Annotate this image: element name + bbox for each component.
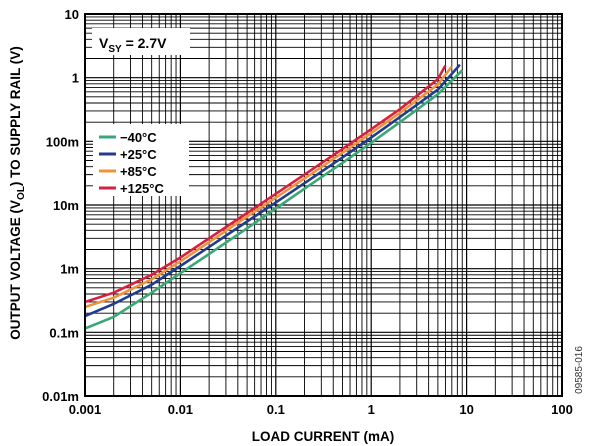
y-axis-label-rest: ) TO SUPPLY RAIL (V) — [8, 46, 23, 186]
annotation-main: V — [99, 35, 109, 51]
y-tick-label: 10 — [65, 7, 79, 22]
y-tick-label: 1 — [72, 71, 79, 86]
figure-id: 09585-016 — [574, 346, 585, 394]
annotation-box — [92, 28, 190, 55]
x-tick-label: 0.1 — [267, 402, 285, 417]
series-line — [84, 64, 447, 304]
legend-label: +85°C — [120, 164, 157, 179]
y-axis-label: OUTPUT VOLTAGE (VOL) TO SUPPLY RAIL (V) — [8, 46, 27, 339]
plot-frame — [84, 13, 563, 397]
series-layer — [84, 63, 464, 330]
y-tick-label: 0.1m — [49, 325, 79, 340]
x-tick-label: 100 — [551, 402, 573, 417]
tick-labels: 0.001 0.01 0.1 1 10 100 0.01m 0.1m 1m 10m 100m 1 10 — [42, 7, 573, 417]
x-tick-label: 1 — [368, 402, 375, 417]
legend-label: +125°C — [120, 181, 164, 196]
x-tick-label: 10 — [459, 402, 473, 417]
y-tick-label: 100m — [46, 134, 79, 149]
series-line — [84, 69, 464, 330]
y-tick-label: 10m — [53, 198, 79, 213]
y-axis-label-subscript: OL — [16, 186, 27, 200]
legend: −40°C +25°C +85°C +125°C — [93, 124, 189, 196]
series-line — [84, 63, 461, 318]
annotation: VSY = 2.7V — [92, 28, 190, 55]
annotation-text: VSY = 2.7V — [99, 35, 167, 55]
y-tick-label: 0.01m — [42, 389, 79, 404]
legend-label: +25°C — [120, 147, 157, 162]
y-tick-label: 1m — [60, 262, 79, 277]
legend-label: −40°C — [120, 130, 157, 145]
grid — [84, 14, 562, 397]
y-axis-label-main: OUTPUT VOLTAGE (V — [8, 200, 23, 340]
x-tick-label: 0.001 — [69, 402, 102, 417]
annotation-subscript: SY — [108, 44, 122, 55]
series-line — [84, 65, 453, 309]
x-tick-label: 0.01 — [168, 402, 193, 417]
annotation-rest: = 2.7V — [122, 35, 167, 51]
x-axis-label: LOAD CURRENT (mA) — [252, 429, 395, 444]
